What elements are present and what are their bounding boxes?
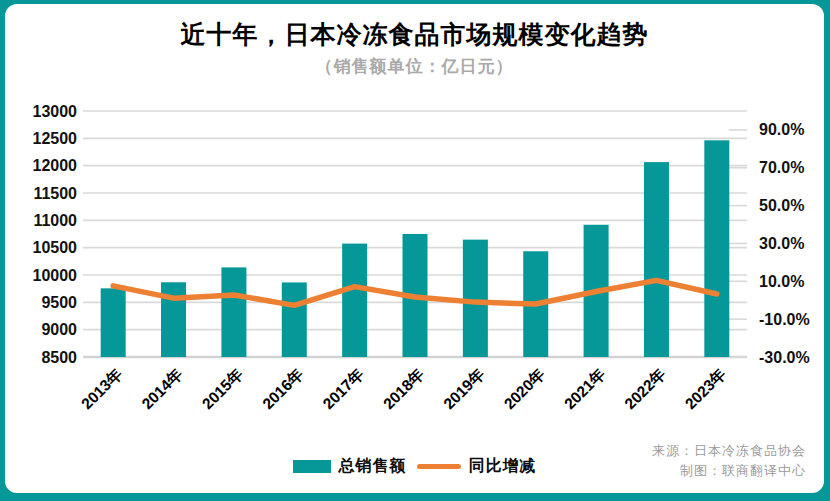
- combo-chart: 8500 9000 9500 10000 10500 11000 11500 12000 125…: [5, 4, 830, 501]
- source-credit: 来源：日本冷冻食品协会 制图：联商翻译中心: [652, 441, 806, 481]
- x-axis-label: 2019年: [440, 365, 487, 412]
- right-axis-tick-label: 50.0%: [759, 197, 804, 214]
- right-axis-tick-label: -10.0%: [759, 311, 810, 328]
- x-axis-label: 2018年: [380, 365, 427, 412]
- left-axis-tick-label: 12500: [33, 130, 78, 147]
- legend-label-yoy: 同比增减: [469, 456, 537, 477]
- bar-2022年: [644, 162, 669, 357]
- legend-label-sales: 总销售额: [339, 456, 407, 477]
- bar-2014年: [161, 282, 186, 357]
- x-axis-label: 2014年: [138, 365, 185, 412]
- line-series-swatch: [417, 464, 461, 469]
- left-axis-tick-label: 12000: [33, 157, 78, 174]
- right-axis-tick-label: 10.0%: [759, 273, 804, 290]
- left-axis-tick-label: 11000: [33, 212, 77, 229]
- right-axis-tick-label: -30.0%: [759, 349, 810, 366]
- right-axis-tick-label: 70.0%: [759, 159, 804, 176]
- left-axis-tick-label: 8500: [41, 349, 77, 366]
- right-axis-tick-label: 90.0%: [759, 121, 804, 138]
- x-axis-label: 2015年: [199, 365, 246, 412]
- left-axis-tick-label: 13000: [33, 103, 78, 120]
- chart-card: 近十年，日本冷冻食品市场规模变化趋势 （销售额单位：亿日元） 850090009…: [3, 2, 826, 495]
- page-background: 近十年，日本冷冻食品市场规模变化趋势 （销售额单位：亿日元） 850090009…: [0, 0, 830, 501]
- x-axis-label: 2016年: [259, 365, 306, 412]
- x-axis-label: 2023年: [682, 365, 729, 412]
- bar-2013年: [101, 288, 126, 357]
- x-axis-label: 2020年: [500, 365, 547, 412]
- bar-2023年: [704, 140, 729, 357]
- x-axis-label: 2022年: [621, 365, 668, 412]
- bar-2015年: [221, 267, 246, 357]
- source-line: 来源：日本冷冻食品协会: [652, 441, 806, 461]
- bar-2016年: [282, 282, 307, 357]
- x-axis-label: 2017年: [319, 365, 366, 412]
- left-axis-tick-label: 10500: [33, 239, 78, 256]
- bar-2017年: [342, 244, 367, 357]
- legend-item-yoy: 同比增减: [417, 456, 537, 477]
- left-axis-tick-label: 11500: [33, 185, 77, 202]
- right-axis-tick-label: 30.0%: [759, 235, 804, 252]
- credit-line: 制图：联商翻译中心: [652, 461, 806, 481]
- left-axis-tick-label: 9000: [41, 321, 77, 338]
- x-axis-label: 2021年: [561, 365, 608, 412]
- left-axis-tick-label: 10000: [33, 267, 78, 284]
- bar-series-swatch: [293, 460, 331, 473]
- x-axis-label: 2013年: [78, 365, 125, 412]
- legend-item-sales: 总销售额: [293, 456, 407, 477]
- bar-2019年: [463, 240, 488, 357]
- left-axis-tick-label: 9500: [41, 294, 77, 311]
